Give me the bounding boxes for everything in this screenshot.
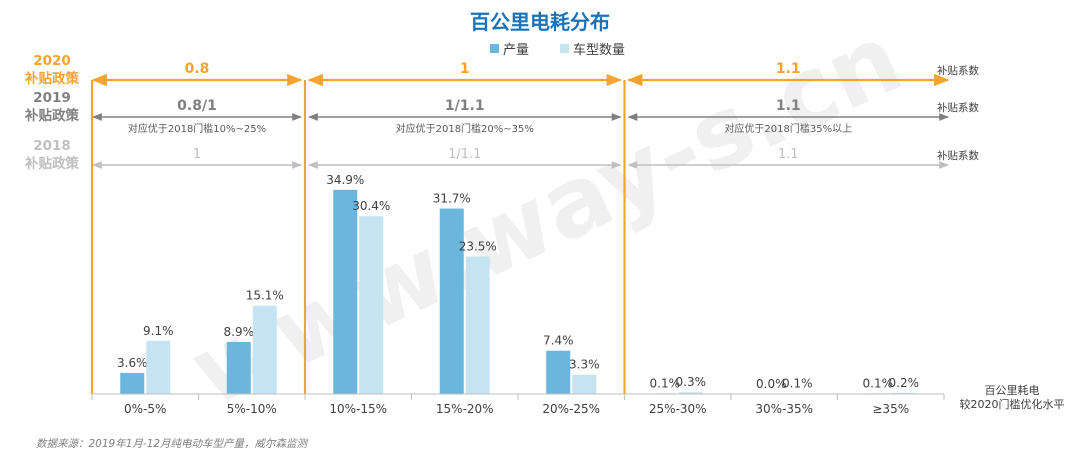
bar-production-4 bbox=[439, 208, 464, 394]
data-label-model-count-7: 0.1% bbox=[782, 376, 813, 390]
bar-model-count-8 bbox=[891, 392, 916, 394]
bar-model-count-1 bbox=[146, 340, 171, 394]
x-axis-title-line-1: 百公里耗电 bbox=[985, 384, 1040, 397]
x-tick-label-4: 15%-20% bbox=[436, 402, 494, 416]
policy-coef-label-2018: 补贴系数 bbox=[937, 149, 979, 162]
policy-label-2019: 补贴政策 bbox=[24, 107, 79, 124]
data-label-production-2: 8.9% bbox=[224, 325, 255, 339]
bar-production-3 bbox=[333, 189, 358, 394]
policy-year-2019: 2019 bbox=[33, 90, 71, 106]
policy-coef-2018-1: 1 bbox=[193, 147, 201, 162]
policy-note-2019-2: 对应优于2018门槛20%~35% bbox=[396, 122, 534, 135]
data-label-model-count-1: 9.1% bbox=[143, 324, 174, 338]
policy-coef-label-2020: 补贴系数 bbox=[937, 64, 979, 77]
bar-model-count-4 bbox=[465, 256, 490, 394]
x-axis-title-line-2: 较2020门槛优化水平 bbox=[960, 397, 1065, 411]
legend-swatch-1 bbox=[490, 44, 499, 53]
policy-coef-2020-3: 1.1 bbox=[776, 61, 801, 77]
bar-production-5 bbox=[546, 350, 571, 394]
bar-model-count-3 bbox=[359, 216, 384, 394]
legend-label-2: 车型数量 bbox=[573, 42, 625, 58]
policy-note-2019-3: 对应优于2018门槛35%以上 bbox=[724, 122, 852, 135]
watermark-text: www.way-s.cn bbox=[174, 2, 918, 428]
policy-note-2019-1: 对应优于2018门槛10%~25% bbox=[128, 122, 266, 135]
data-label-model-count-4: 23.5% bbox=[459, 240, 497, 254]
policy-coef-2018-2: 1/1.1 bbox=[448, 147, 481, 162]
data-label-production-8: 0.1% bbox=[863, 376, 894, 390]
policy-coef-2020-1: 0.8 bbox=[185, 61, 210, 77]
data-label-production-7: 0.0% bbox=[756, 377, 787, 391]
policy-coef-2020-2: 1 bbox=[460, 61, 470, 77]
bar-model-count-5 bbox=[572, 374, 597, 394]
policy-label-2018: 补贴政策 bbox=[24, 155, 79, 172]
bar-model-count-6 bbox=[678, 392, 703, 394]
policy-label-2020: 补贴政策 bbox=[24, 70, 79, 87]
policy-coef-2019-1: 0.8/1 bbox=[177, 98, 217, 114]
x-tick-label-5: 20%-25% bbox=[542, 402, 600, 416]
data-label-production-3: 34.9% bbox=[326, 173, 364, 187]
data-label-model-count-8: 0.2% bbox=[889, 376, 920, 390]
x-tick-label-3: 10%-15% bbox=[329, 402, 387, 416]
x-tick-label-2: 5%-10% bbox=[227, 402, 277, 416]
x-tick-label-6: 25%-30% bbox=[649, 402, 707, 416]
policy-year-2020: 2020 bbox=[33, 53, 71, 69]
chart-title: 百公里电耗分布 bbox=[470, 10, 610, 34]
data-label-model-count-2: 15.1% bbox=[246, 289, 284, 303]
data-label-model-count-6: 0.3% bbox=[676, 375, 707, 389]
bar-model-count-2 bbox=[252, 305, 277, 394]
policy-year-2018: 2018 bbox=[33, 138, 71, 154]
data-label-production-4: 31.7% bbox=[433, 192, 471, 206]
source-note: 数据来源：2019年1月-12月纯电动车型产量，威尔森监测 bbox=[36, 438, 309, 450]
policy-coef-2018-3: 1.1 bbox=[778, 147, 799, 162]
data-label-production-5: 7.4% bbox=[543, 334, 574, 348]
policy-coef-2019-3: 1.1 bbox=[776, 98, 801, 114]
legend-label-1: 产量 bbox=[503, 43, 529, 58]
data-label-model-count-5: 3.3% bbox=[569, 358, 600, 372]
policy-coef-2019-2: 1/1.1 bbox=[445, 98, 485, 114]
x-tick-label-7: 30%-35% bbox=[755, 402, 813, 416]
data-label-model-count-3: 30.4% bbox=[352, 199, 390, 213]
bar-production-1 bbox=[120, 372, 145, 394]
data-label-production-6: 0.1% bbox=[650, 376, 681, 390]
policy-coef-label-2019: 补贴系数 bbox=[937, 101, 979, 114]
x-tick-label-8: ≥35% bbox=[872, 402, 909, 416]
legend-swatch-2 bbox=[560, 44, 569, 53]
bar-production-2 bbox=[226, 341, 251, 394]
data-label-production-1: 3.6% bbox=[117, 356, 148, 370]
x-tick-label-1: 0%-5% bbox=[124, 402, 166, 416]
